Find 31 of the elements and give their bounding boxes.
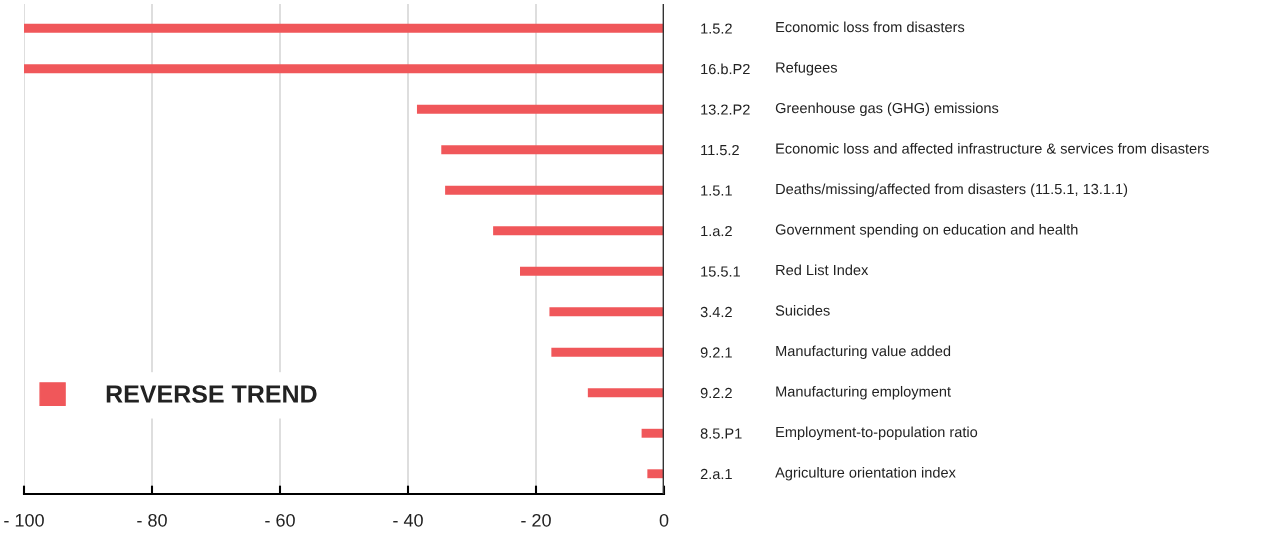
y-tick-label: 1.5.2 (701, 23, 732, 34)
y2-tick-label: Greenhouse gas (GHG) emissions (775, 102, 999, 117)
y-tick-label: 11.5.2 (701, 144, 739, 156)
x-tick-label: - 100 (4, 513, 44, 527)
y2-tick-label: Deaths/missing/affected from disasters (11.5.1, 13.1.1) (776, 183, 1128, 198)
x-tick-label: - 60 (265, 513, 295, 527)
x-tick-label: - 80 (137, 513, 167, 527)
y-tick-label: 8.5.P1 (700, 428, 742, 439)
y2-tick-label: Economic loss and affected infrastructure & services from disasters (776, 142, 1209, 154)
y2-tick-label: Manufacturing value added (776, 345, 951, 360)
y-tick-label: 3.4.2 (700, 306, 732, 318)
y2-tick-label: Suicides (775, 304, 830, 316)
x-tick-label: - 40 (393, 513, 423, 527)
legend-label: REVERSE TREND (106, 385, 317, 403)
y2-tick-label: Employment-to-population ratio (776, 426, 978, 441)
y-tick-label: 2.a.1 (700, 468, 732, 480)
y2-tick-label: Economic loss from disasters (776, 21, 965, 33)
x-tick-label: 0 (659, 513, 669, 527)
y-tick-label: 16.b.P2 (701, 63, 750, 75)
y2-tick-label: Manufacturing employment (776, 385, 951, 400)
y2-tick-label: Red List Index (776, 264, 869, 276)
y-tick-label: 15.5.1 (701, 266, 740, 277)
y-tick-label: 9.2.2 (700, 387, 732, 399)
y2-tick-label: Agriculture orientation index (775, 466, 956, 481)
y-tick-label: 9.2.1 (700, 347, 732, 358)
y2-tick-label: Government spending on education and health (775, 223, 1078, 238)
y-tick-label: 13.2.P2 (701, 104, 750, 115)
y2-tick-label: Refugees (776, 62, 838, 76)
y-tick-label: 1.5.1 (701, 185, 732, 196)
x-tick-label: - 20 (521, 513, 551, 527)
y-tick-label: 1.a.2 (701, 225, 732, 237)
